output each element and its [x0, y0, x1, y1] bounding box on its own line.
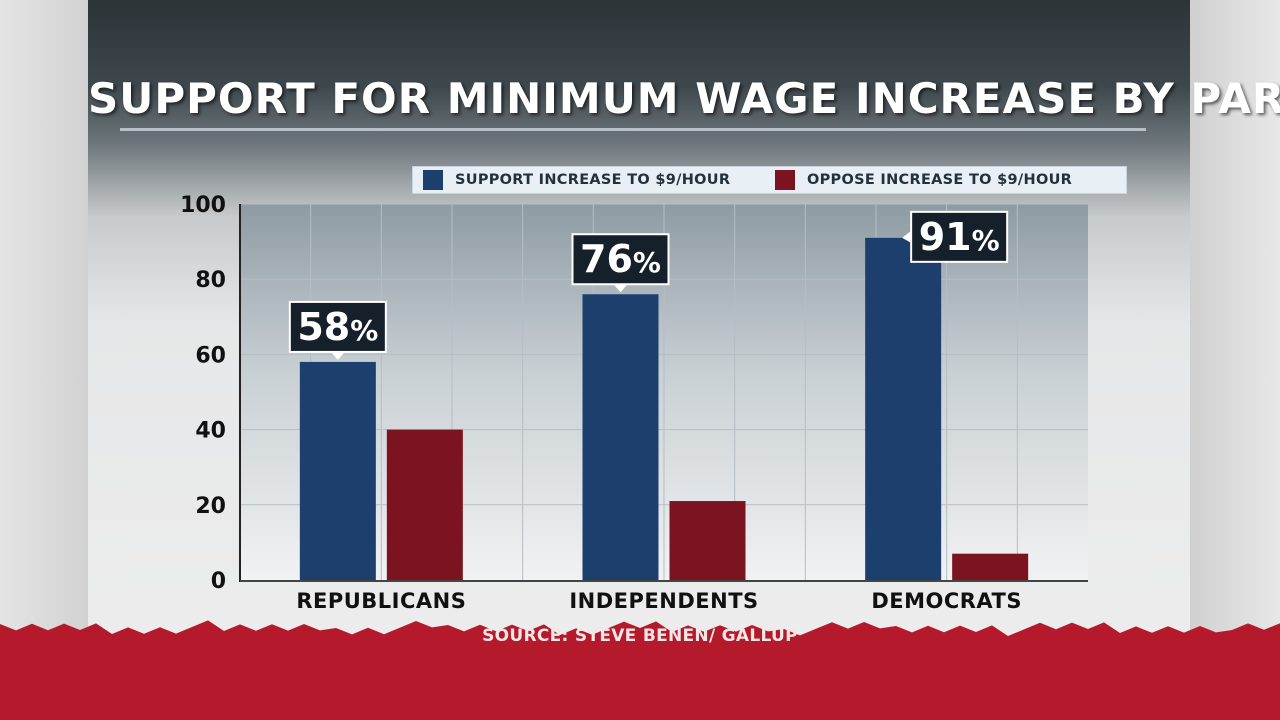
y-tick-label: 60 — [195, 343, 226, 368]
data-label-callout: 58% — [290, 302, 386, 360]
y-tick-label: 80 — [195, 268, 226, 293]
data-label-callout: 76% — [573, 234, 669, 292]
source-credit: SOURCE: STEVE BENEN/ GALLUP — [0, 626, 1280, 646]
bar-support — [865, 238, 941, 580]
bar-oppose — [952, 554, 1028, 580]
x-category-label: REPUBLICANS — [296, 589, 466, 613]
bar-oppose — [387, 430, 463, 580]
bar-oppose — [670, 501, 746, 580]
bar-support — [300, 362, 376, 580]
y-tick-label: 40 — [195, 419, 226, 444]
y-tick-label: 20 — [195, 494, 226, 519]
x-category-label: INDEPENDENTS — [569, 589, 758, 613]
y-tick-label: 100 — [180, 193, 226, 218]
y-tick-label: 0 — [211, 569, 226, 594]
data-label-callout: 91% — [902, 212, 1007, 262]
bar-support — [583, 294, 659, 580]
x-category-label: DEMOCRATS — [871, 589, 1022, 613]
